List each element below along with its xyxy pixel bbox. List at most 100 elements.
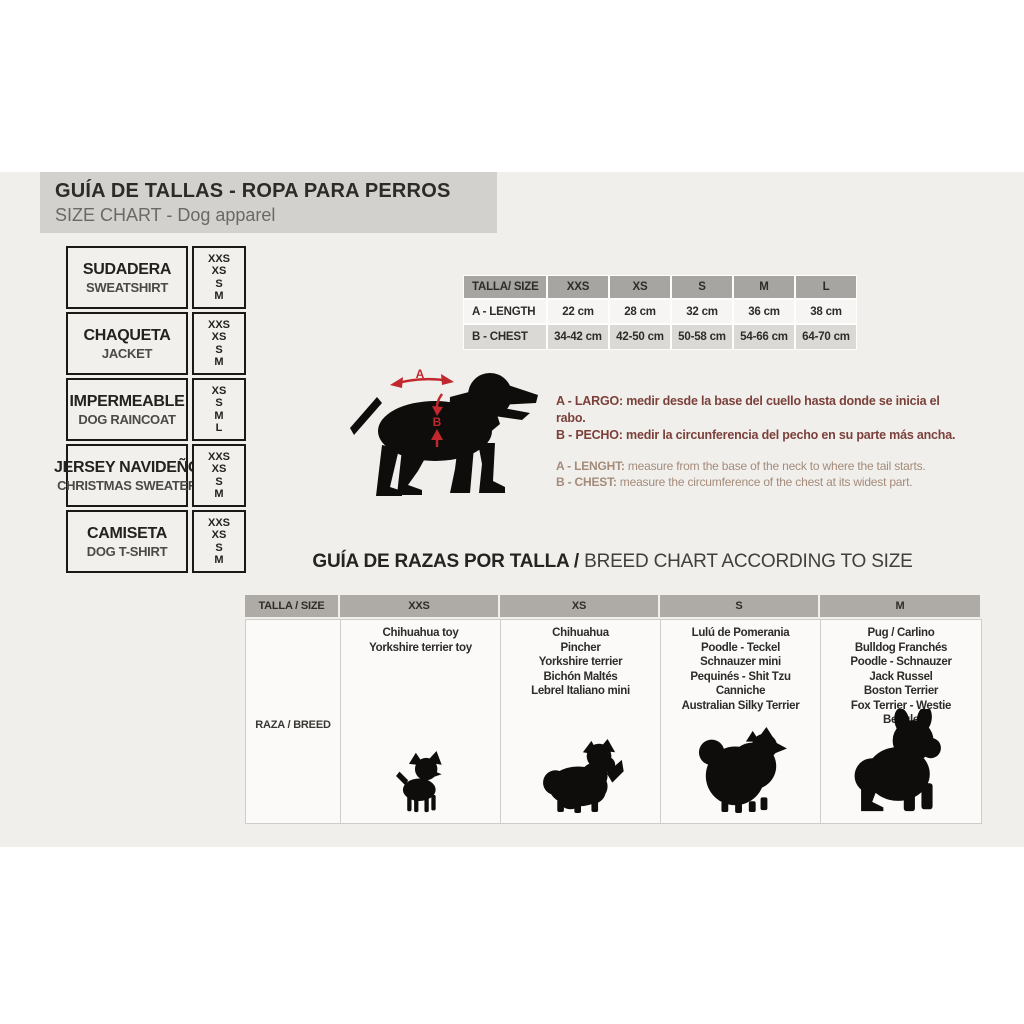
breed-name: Bulldog Franchés xyxy=(854,641,948,654)
product-name-en: DOG T-SHIRT xyxy=(86,543,168,559)
instruction-text: medir la circunferencia del pecho en su … xyxy=(622,428,956,442)
measurement-header: S xyxy=(672,276,732,298)
french-bulldog-silhouette-icon xyxy=(854,709,941,812)
product-name-en: DOG RAINCOAT xyxy=(78,411,176,427)
breed-chart-title: GUÍA DE RAZAS POR TALLA / BREED CHART AC… xyxy=(245,551,980,573)
instruction-label: A - LENGHT: xyxy=(556,459,625,473)
size-value: XS xyxy=(211,265,227,277)
chest-value: 64-70 cm xyxy=(796,325,856,349)
breed-name: Yorkshire terrier xyxy=(538,656,623,668)
breed-name: Poodle - Schnauzer xyxy=(850,656,952,668)
chest-value: 50-58 cm xyxy=(672,325,732,349)
length-value: 28 cm xyxy=(610,300,670,323)
product-name-en: JACKET xyxy=(101,345,153,361)
chihuahua-silhouette-icon xyxy=(395,751,442,813)
size-value: XS xyxy=(211,529,227,541)
instruction-label: B - PECHO: xyxy=(556,428,623,442)
product-name-en: CHRISTMAS SWEATER xyxy=(57,477,197,493)
breed-column-xs: Chihuahua Pincher Yorkshire terrier Bich… xyxy=(501,620,661,823)
pomeranian-silhouette-icon xyxy=(698,726,787,813)
instruction-en-chest: B - CHEST: measure the circumference of … xyxy=(556,474,966,490)
length-value: 36 cm xyxy=(734,300,794,323)
breed-column-m: Pug / Carlino Bulldog Franchés Poodle - … xyxy=(821,620,981,823)
breed-name: Chihuahua xyxy=(552,627,609,639)
size-value: S xyxy=(215,541,223,554)
product-cell: CAMISETA DOG T-SHIRT xyxy=(66,510,188,573)
instruction-es-length: A - LARGO: medir desde la base del cuell… xyxy=(556,393,966,427)
breed-title-en: BREED CHART ACCORDING TO SIZE xyxy=(584,551,913,572)
product-sizes-table: SUDADERA SWEATSHIRT XXS XS S M CHAQUETA … xyxy=(54,246,246,573)
product-name-es: IMPERMEABLE xyxy=(69,392,185,410)
chest-row-label: B - CHEST xyxy=(464,325,546,349)
breed-name: Canniche xyxy=(715,685,766,697)
product-name-es: CAMISETA xyxy=(87,524,167,542)
breed-column-xxs: Chihuahua toy Yorkshire terrier toy xyxy=(341,620,501,823)
product-sizes-cell: XS S M L xyxy=(192,378,246,441)
size-value: M xyxy=(214,554,224,566)
instruction-text: measure from the base of the neck to whe… xyxy=(624,459,926,473)
size-value: L xyxy=(215,422,223,434)
breed-size-header-m: M xyxy=(820,595,980,617)
instruction-en-length: A - LENGHT: measure from the base of the… xyxy=(556,458,966,474)
instruction-label: B - CHEST: xyxy=(556,475,617,489)
length-value: 32 cm xyxy=(672,300,732,323)
instruction-text: measure the circumference of the chest a… xyxy=(616,475,913,489)
breed-column-s: Lulú de Pomerania Poodle - Teckel Schnau… xyxy=(661,620,821,823)
breed-name: Pug / Carlino xyxy=(867,627,935,639)
arrow-b-label: B xyxy=(433,415,442,429)
breed-size-header-xxs: XXS xyxy=(340,595,500,617)
breed-name: Bichón Maltés xyxy=(543,670,618,683)
breed-name: Australian Silky Terrier xyxy=(681,699,800,712)
size-value: M xyxy=(214,356,224,368)
product-name-en: SWEATSHIRT xyxy=(86,279,168,295)
instruction-text: medir desde la base del cuello hasta don… xyxy=(556,394,940,425)
size-value: M xyxy=(214,488,224,500)
measurement-header: XXS xyxy=(548,276,608,298)
breed-name: Lulú de Pomerania xyxy=(691,627,790,639)
measurement-table: TALLA/ SIZE XXS XS S M L A - LENGTH 22 c… xyxy=(463,275,857,350)
size-value: XXS xyxy=(207,450,230,463)
breed-size-header-xs: XS xyxy=(500,595,660,617)
size-value: XS xyxy=(211,384,227,397)
product-cell: JERSEY NAVIDEÑO CHRISTMAS SWEATER xyxy=(54,444,200,507)
size-value: S xyxy=(215,475,223,488)
size-value: S xyxy=(215,277,223,290)
size-value: XXS xyxy=(207,252,230,265)
breed-name: Jack Russel xyxy=(869,670,933,683)
breed-table-body: RAZA / BREED Chihuahua toy Yorkshire ter… xyxy=(245,619,982,824)
breed-table-header: TALLA / SIZE XXS XS S M xyxy=(245,595,980,617)
size-value: S xyxy=(215,397,223,409)
measurement-header: L xyxy=(796,276,856,298)
labrador-silhouette-icon: A B xyxy=(350,369,538,496)
length-value: 38 cm xyxy=(796,300,856,323)
length-row-label: A - LENGTH xyxy=(464,300,546,323)
product-name-es: SUDADERA xyxy=(82,260,172,278)
yorkshire-terrier-silhouette-icon xyxy=(542,739,624,813)
chest-value: 42-50 cm xyxy=(610,325,670,349)
breed-name: Poodle - Teckel xyxy=(700,641,780,654)
breed-name: Boston Terrier xyxy=(863,685,939,697)
measurement-header: XS xyxy=(610,276,670,298)
length-value: 22 cm xyxy=(548,300,608,323)
measurement-header: TALLA/ SIZE xyxy=(464,276,546,298)
breed-name: Yorkshire terrier toy xyxy=(369,641,472,654)
product-sizes-cell: XXS XS S M xyxy=(192,510,246,573)
breed-size-header-s: S xyxy=(660,595,820,617)
chest-value: 34-42 cm xyxy=(548,325,608,349)
product-cell: SUDADERA SWEATSHIRT xyxy=(66,246,188,309)
size-value: M xyxy=(214,409,224,422)
size-value: S xyxy=(215,343,223,356)
size-value: XXS xyxy=(207,318,230,331)
size-value: XXS xyxy=(207,516,230,529)
breed-title-es: GUÍA DE RAZAS POR TALLA / xyxy=(312,551,579,572)
instruction-es-chest: B - PECHO: medir la circunferencia del p… xyxy=(556,427,966,444)
product-sizes-cell: XXS XS S M xyxy=(192,444,246,507)
size-value: M xyxy=(214,290,224,302)
instruction-label: A - LARGO: xyxy=(556,394,623,408)
title-bar: GUÍA DE TALLAS - ROPA PARA PERROS SIZE C… xyxy=(40,172,497,233)
product-name-es: JERSEY NAVIDEÑO xyxy=(53,458,201,476)
breed-name: Pincher xyxy=(560,641,601,654)
page-title-es: GUÍA DE TALLAS - ROPA PARA PERROS xyxy=(55,180,451,202)
breed-name: Lebrel Italiano mini xyxy=(531,685,630,697)
